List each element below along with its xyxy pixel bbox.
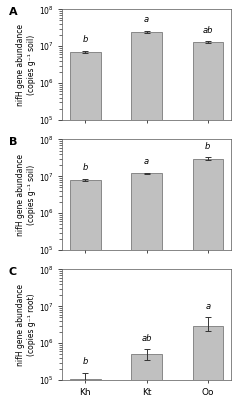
Text: A: A <box>8 7 17 17</box>
Y-axis label: nifH gene abundance
(copies g⁻¹ soil): nifH gene abundance (copies g⁻¹ soil) <box>16 24 36 106</box>
Y-axis label: nifH gene abundance
(copies g⁻¹ root): nifH gene abundance (copies g⁻¹ root) <box>16 284 36 366</box>
Bar <box>192 159 223 401</box>
Text: ab: ab <box>203 26 213 34</box>
Text: b: b <box>83 357 88 366</box>
Text: a: a <box>144 157 149 166</box>
Text: b: b <box>83 164 88 172</box>
Y-axis label: nifH gene abundance
(copies g⁻¹ soil): nifH gene abundance (copies g⁻¹ soil) <box>16 154 36 236</box>
Text: b: b <box>205 142 211 151</box>
Bar <box>70 180 101 401</box>
Bar <box>192 326 223 401</box>
Bar <box>131 354 162 401</box>
Text: a: a <box>144 15 149 24</box>
Bar <box>192 42 223 401</box>
Text: ab: ab <box>141 334 152 342</box>
Text: B: B <box>8 137 17 147</box>
Bar <box>131 173 162 401</box>
Text: a: a <box>205 302 210 311</box>
Bar <box>131 32 162 401</box>
Text: b: b <box>83 35 88 45</box>
Text: C: C <box>8 267 17 277</box>
Bar <box>70 379 101 401</box>
Bar <box>70 52 101 401</box>
